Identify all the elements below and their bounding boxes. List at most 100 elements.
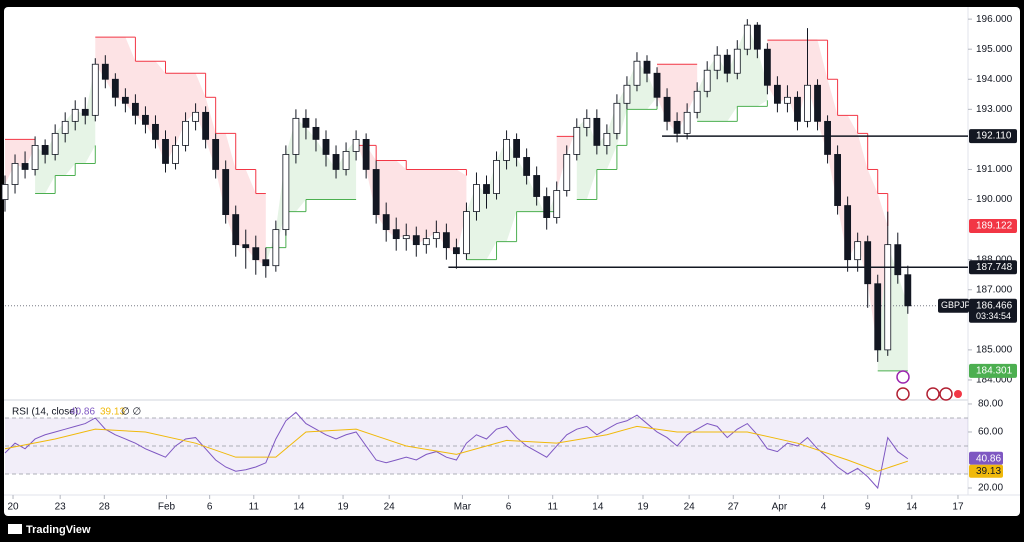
y-tick-label: 184.000 bbox=[976, 375, 1013, 386]
candle-body bbox=[583, 117, 591, 128]
rsi-tick-label: 20.00 bbox=[978, 483, 1003, 494]
candle-body bbox=[773, 84, 781, 104]
x-tick-label: 19 bbox=[637, 502, 649, 513]
candle-body bbox=[814, 84, 821, 122]
x-tick-label: 17 bbox=[952, 502, 964, 513]
candle-body bbox=[81, 108, 89, 116]
candle-body bbox=[673, 120, 681, 134]
candle-body bbox=[483, 184, 490, 194]
rsi-tag bbox=[969, 451, 1003, 465]
rsi-tag-label: 40.86 bbox=[976, 453, 1001, 464]
candle-body bbox=[312, 126, 320, 140]
supertrend-fill bbox=[556, 127, 577, 191]
candle-body bbox=[182, 120, 189, 146]
candle-body bbox=[884, 244, 892, 351]
candle-body bbox=[202, 111, 210, 140]
candle-body bbox=[683, 111, 691, 134]
supertrend-tag bbox=[969, 363, 1017, 378]
candle-body bbox=[292, 117, 300, 155]
rsi-header-value: 40.86 bbox=[70, 407, 95, 418]
rsi-ma-tag bbox=[969, 464, 1003, 478]
countdown: 03:34:54 bbox=[976, 311, 1011, 321]
candle-body bbox=[874, 283, 882, 351]
candle-body bbox=[111, 78, 119, 98]
candle-body bbox=[432, 232, 440, 240]
candle-body bbox=[242, 244, 250, 249]
candle-body bbox=[473, 184, 480, 212]
x-tick-label: 6 bbox=[506, 502, 512, 513]
y-tick-label: 195.000 bbox=[976, 44, 1013, 55]
candle-body bbox=[51, 132, 59, 155]
event-icon[interactable] bbox=[896, 370, 910, 384]
supertrend-fill bbox=[5, 139, 36, 185]
candle-body bbox=[523, 157, 531, 176]
x-tick-label: 11 bbox=[249, 502, 260, 513]
x-tick-label: 6 bbox=[207, 502, 213, 513]
candle-body bbox=[593, 117, 601, 146]
candle-body bbox=[733, 48, 741, 74]
x-tick-label: 9 bbox=[865, 502, 871, 513]
candle-body bbox=[232, 214, 240, 246]
candle-body bbox=[493, 160, 500, 194]
candle-body bbox=[653, 72, 661, 98]
level-tag bbox=[969, 260, 1017, 275]
x-tick-label: 23 bbox=[55, 502, 67, 513]
x-tick-label: 14 bbox=[592, 502, 604, 513]
candle-body bbox=[1, 184, 9, 200]
x-tick-label: Mar bbox=[454, 502, 472, 513]
x-tick-label: 14 bbox=[293, 502, 305, 513]
y-tick-label: 187.000 bbox=[976, 284, 1013, 295]
candle-body bbox=[553, 190, 561, 218]
x-tick-label: 4 bbox=[821, 502, 827, 513]
candle-body bbox=[894, 244, 902, 276]
x-tick-label: 20 bbox=[7, 502, 19, 513]
supertrend-tag-label: 189.122 bbox=[976, 221, 1013, 232]
flag-icon[interactable] bbox=[954, 390, 962, 398]
y-tick-label: 190.000 bbox=[976, 194, 1013, 205]
level-label: 192.110 bbox=[976, 131, 1012, 142]
level-tag bbox=[969, 129, 1017, 144]
candle-body bbox=[272, 229, 280, 267]
candle-body bbox=[222, 169, 230, 215]
candle-body bbox=[452, 247, 460, 255]
candle-body bbox=[352, 139, 360, 152]
candle-body bbox=[61, 120, 69, 134]
candle-body bbox=[172, 145, 179, 164]
flag-icon[interactable] bbox=[896, 387, 910, 401]
candle-body bbox=[372, 169, 380, 215]
candle-body bbox=[402, 235, 410, 240]
rsi-ma-line bbox=[4, 425, 908, 472]
flag-icon[interactable] bbox=[926, 387, 940, 401]
event-icons bbox=[896, 370, 962, 401]
flag-icon[interactable] bbox=[939, 387, 953, 401]
candle-body bbox=[854, 241, 862, 261]
candle-body bbox=[422, 238, 430, 246]
candle-body bbox=[753, 24, 761, 50]
x-tick-label: 27 bbox=[728, 502, 740, 513]
candle-body bbox=[121, 96, 129, 104]
x-tick-label: Apr bbox=[772, 502, 788, 513]
candle-body bbox=[142, 114, 149, 125]
candle-body bbox=[633, 60, 641, 86]
candle-body bbox=[904, 274, 912, 307]
candle-body bbox=[302, 117, 310, 128]
x-tick-label: 24 bbox=[684, 502, 696, 513]
level-label: 187.748 bbox=[976, 262, 1013, 273]
candle-body bbox=[282, 154, 290, 231]
candle-body bbox=[463, 211, 470, 255]
candle-body bbox=[322, 139, 330, 155]
candle-body bbox=[844, 205, 852, 261]
candle-body bbox=[613, 102, 621, 134]
candle-body bbox=[573, 126, 581, 155]
candle-body bbox=[784, 96, 791, 104]
y-tick-label: 193.000 bbox=[976, 104, 1013, 115]
candle-body bbox=[442, 232, 450, 249]
last-price-label: 186.466 bbox=[976, 300, 1013, 311]
candle-body bbox=[703, 69, 711, 92]
candle-body bbox=[864, 241, 872, 285]
candle-body bbox=[412, 235, 420, 246]
candle-body bbox=[794, 96, 801, 122]
candle-body bbox=[11, 163, 19, 185]
y-tick-label: 188.000 bbox=[976, 254, 1013, 265]
